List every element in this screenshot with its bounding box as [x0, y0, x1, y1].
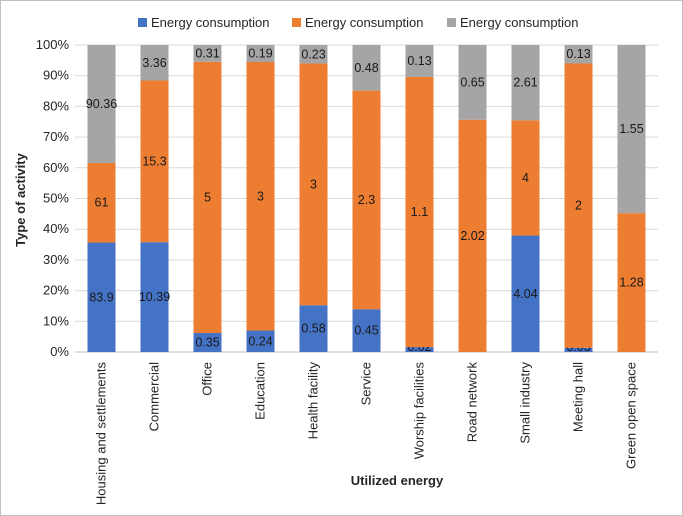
data-label: 15.3	[142, 154, 166, 168]
bar-segment	[140, 80, 169, 243]
bar-segment	[87, 242, 116, 352]
data-label: 2.3	[358, 193, 375, 207]
data-label: 2.61	[513, 76, 537, 90]
y-tick-label: 60%	[43, 160, 69, 175]
bar-segment	[140, 242, 169, 352]
data-label: 1.1	[411, 205, 428, 219]
x-category-label: Housing and settlements	[94, 362, 109, 506]
data-label: 3	[257, 189, 264, 203]
data-label: 0.65	[460, 75, 484, 89]
bar-segment	[352, 45, 381, 91]
x-category-label: Office	[200, 362, 215, 396]
bar-segment	[617, 45, 646, 214]
x-category-label: Education	[253, 362, 268, 420]
bar-segment	[299, 305, 328, 352]
y-tick-label: 20%	[43, 283, 69, 298]
bar-segment	[617, 213, 646, 352]
legend-swatch	[138, 18, 147, 27]
y-axis-title: Type of activity	[13, 152, 28, 246]
y-tick-label: 50%	[43, 191, 69, 206]
bar-segment	[405, 45, 434, 77]
bar-segment	[458, 45, 487, 120]
data-label: 1.28	[619, 276, 643, 290]
data-label: 0.23	[301, 47, 325, 61]
data-label: 83.9	[89, 290, 113, 304]
data-label: 10.39	[139, 290, 170, 304]
y-tick-label: 0%	[50, 344, 69, 359]
y-tick-label: 30%	[43, 252, 69, 267]
bar-segment	[564, 63, 593, 348]
x-category-label: Commercial	[147, 362, 162, 431]
bar-segment	[246, 330, 275, 352]
data-label: 0.13	[566, 47, 590, 61]
bar-segment	[458, 119, 487, 353]
x-category-label: Road network	[465, 362, 480, 443]
bar-segment	[405, 347, 434, 352]
y-tick-label: 10%	[43, 313, 69, 328]
bar-segment	[246, 45, 275, 63]
bars: 83.9 61 90.36 10.39 15.3 3.36 0.35 5 0.31 0.24 3 0.…	[86, 45, 646, 355]
bar-segment	[87, 162, 116, 243]
bar-segment	[140, 45, 169, 81]
data-label: 2.02	[460, 229, 484, 243]
x-category-label: Worship facilities	[412, 362, 427, 460]
data-label: 0.31	[195, 46, 219, 60]
bar-segment	[299, 63, 328, 306]
legend-swatch	[292, 18, 301, 27]
data-label: 0.24	[248, 334, 272, 348]
bar-segment	[193, 45, 222, 62]
y-tick-label: 70%	[43, 129, 69, 144]
legend-label: Energy consumption	[460, 15, 579, 30]
y-tick-label: 90%	[43, 68, 69, 83]
y-axis-tick-labels: 0% 10% 20% 30% 40% 50% 60% 70% 80% 90% 100%	[36, 37, 70, 359]
bar-segment	[511, 120, 540, 236]
data-label: 3	[310, 177, 317, 191]
data-label: 90.36	[86, 97, 117, 111]
data-label: 61	[95, 196, 109, 210]
bar-segment	[193, 61, 222, 334]
y-tick-label: 100%	[36, 37, 70, 52]
legend-label: Energy consumption	[151, 15, 270, 30]
bar-segment	[564, 45, 593, 64]
legend-label: Energy consumption	[305, 15, 424, 30]
bar-segment	[511, 235, 540, 352]
bar-segment	[352, 309, 381, 352]
bar-segment	[299, 45, 328, 64]
bar-segment	[511, 45, 540, 121]
data-label: 3.36	[142, 56, 166, 70]
x-category-label: Health facility	[306, 362, 321, 440]
x-axis-title: Utilized energy	[351, 473, 444, 488]
bar-segment	[193, 333, 222, 352]
data-label: 0.58	[301, 322, 325, 336]
data-label: 0.48	[354, 61, 378, 75]
data-label: 2	[575, 199, 582, 213]
data-label: 5	[204, 190, 211, 204]
x-category-label: Small industry	[518, 362, 533, 444]
bar-segment	[564, 347, 593, 352]
data-label: 1.55	[619, 122, 643, 136]
bar-segment	[87, 45, 116, 163]
data-label: 4.04	[513, 287, 537, 301]
data-label: 4	[522, 171, 529, 185]
legend-swatch	[447, 18, 456, 27]
y-tick-label: 40%	[43, 221, 69, 236]
legend: Energy consumption Energy consumption Ener…	[138, 15, 579, 30]
x-category-label: Service	[359, 362, 374, 405]
y-tick-label: 80%	[43, 98, 69, 113]
data-label: 0.45	[354, 324, 378, 338]
bar-segment	[246, 62, 275, 331]
data-label: 0.13	[407, 54, 431, 68]
data-label: 0.35	[195, 336, 219, 350]
bar-segment	[352, 90, 381, 310]
bar-segment	[405, 76, 434, 348]
data-label: 0.19	[248, 47, 272, 61]
x-axis-category-labels: Housing and settlements Commercial Office E…	[94, 362, 639, 506]
x-category-label: Meeting hall	[571, 362, 586, 432]
x-category-label: Green open space	[624, 362, 639, 469]
